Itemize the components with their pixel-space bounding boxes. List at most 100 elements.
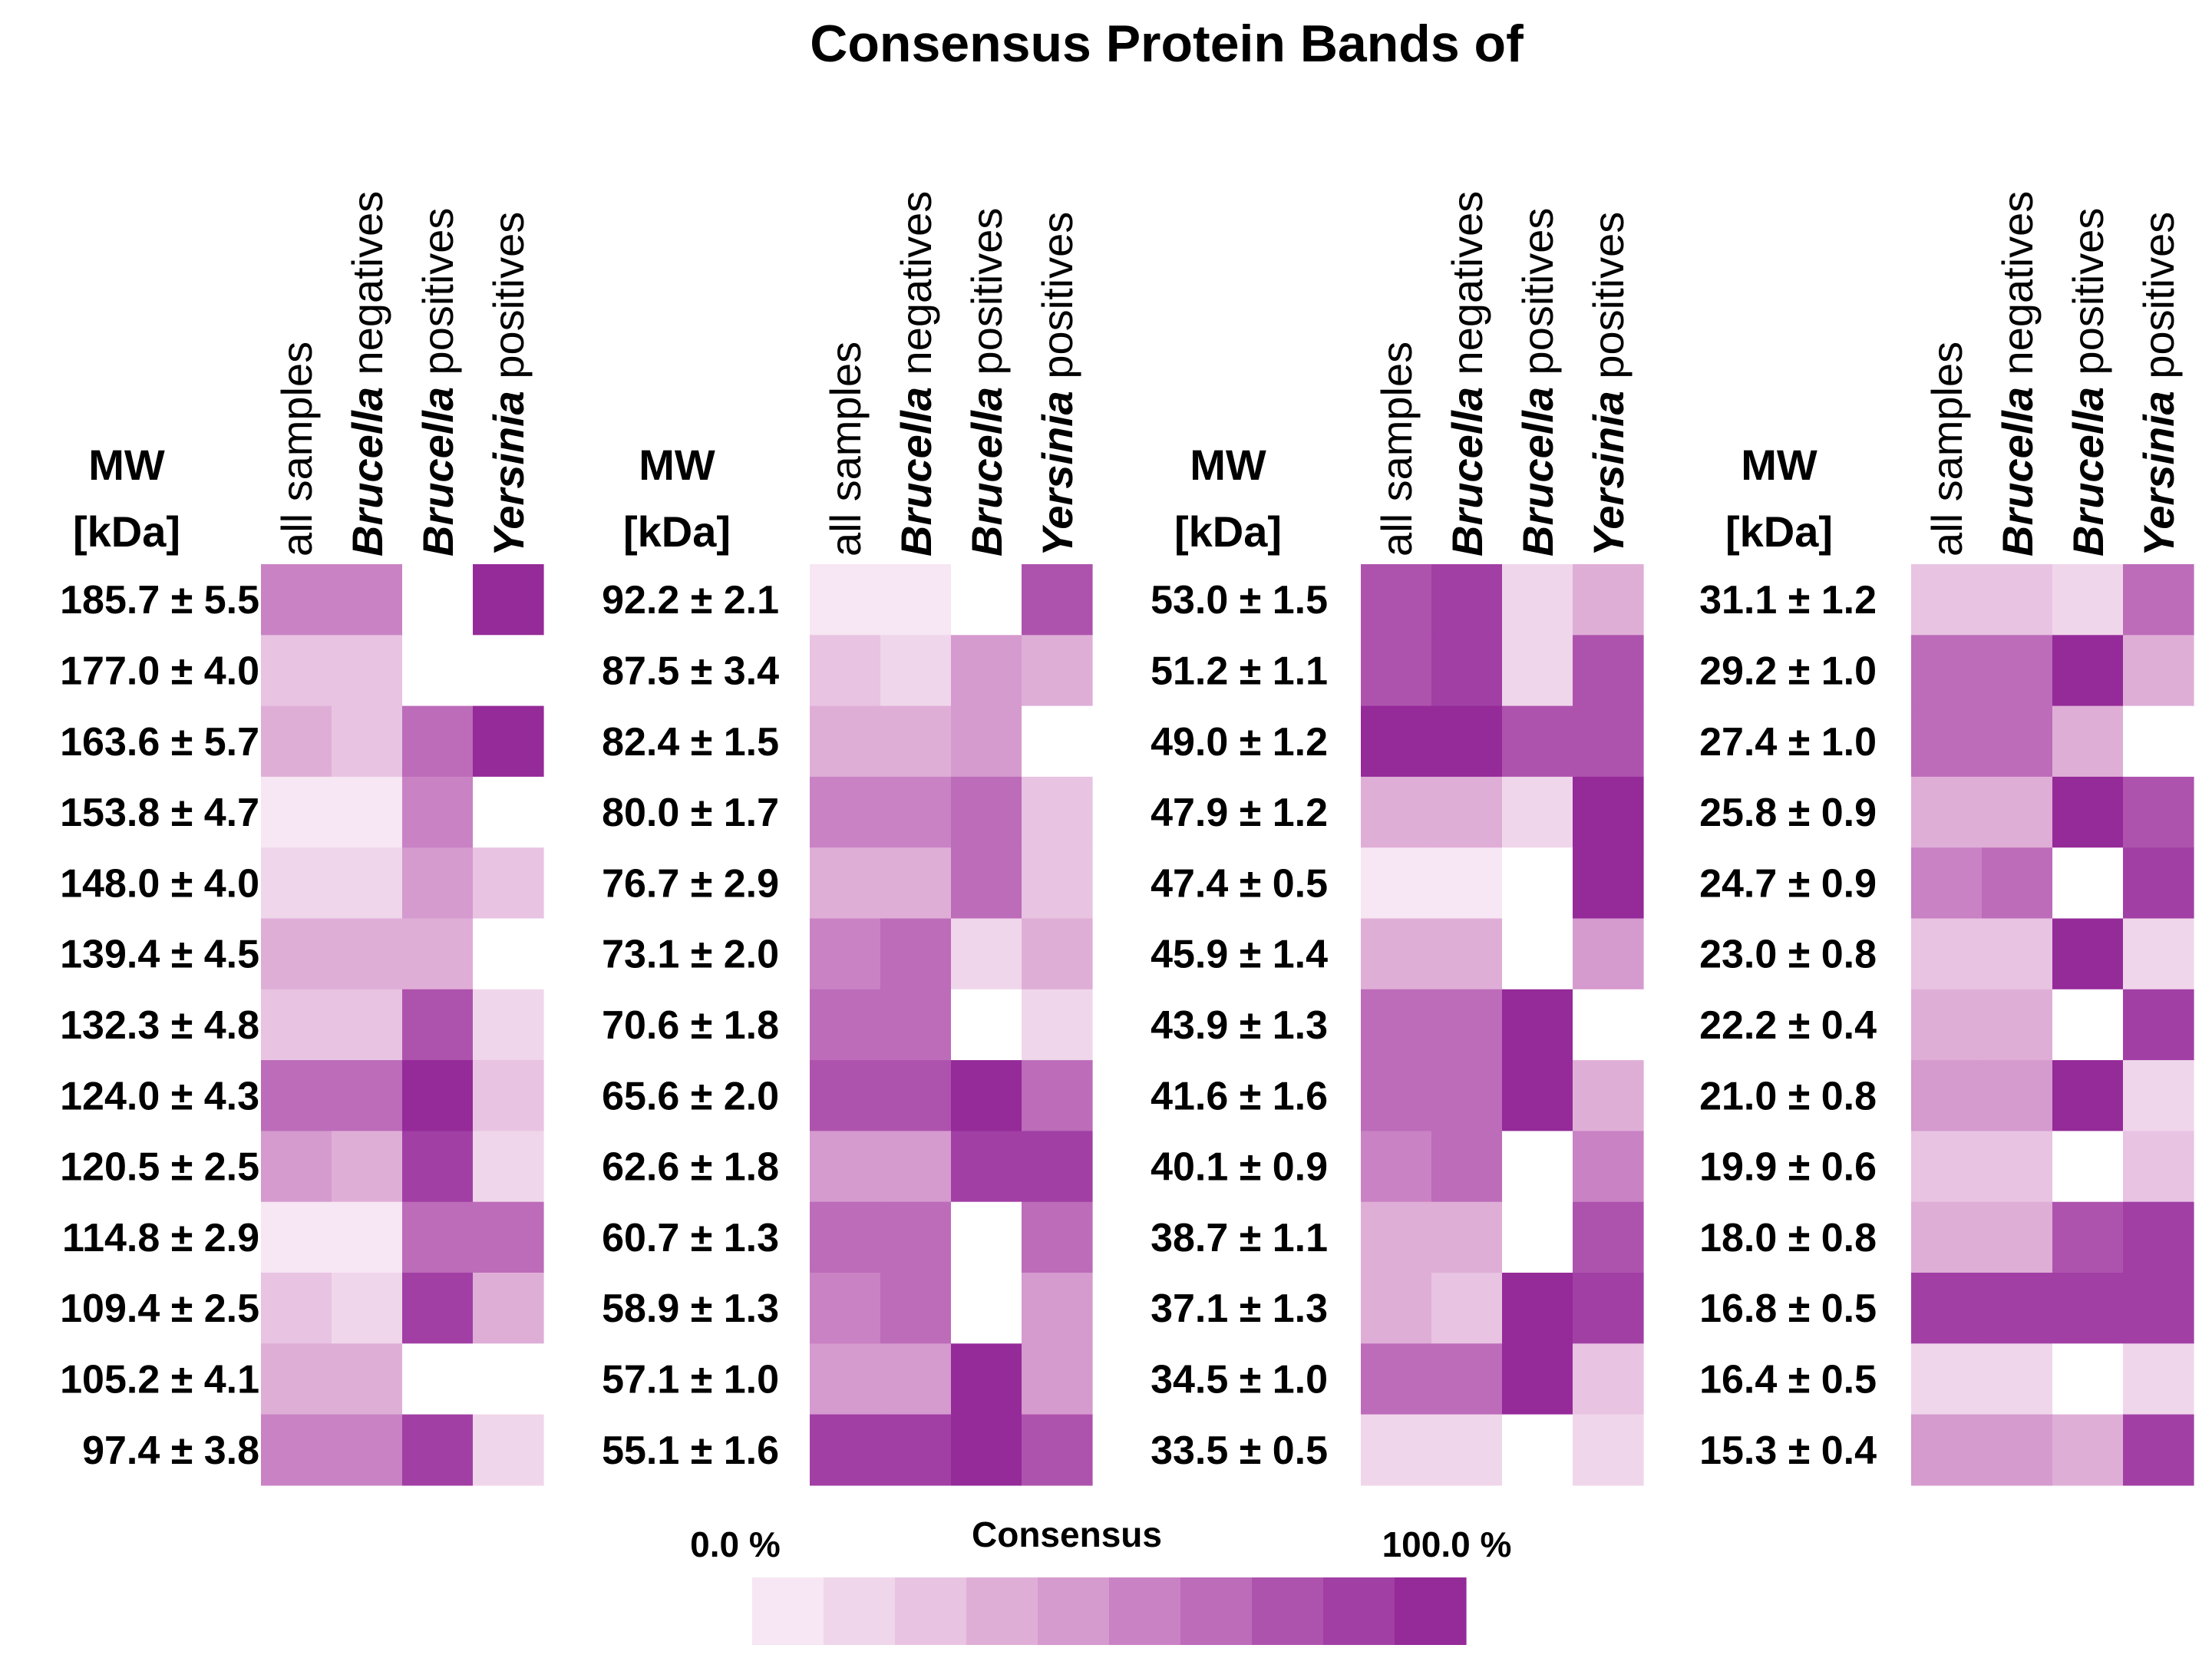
mw-row-label: 18.0 ± 0.8 [1699, 1216, 1877, 1260]
heatmap-cell [1573, 564, 1644, 636]
heatmap-cell [880, 918, 952, 990]
heatmap-cell [810, 705, 881, 778]
heatmap-cell [810, 918, 881, 990]
heatmap-cell [1361, 1201, 1432, 1273]
legend-swatch [752, 1577, 824, 1645]
mw-row-label: 55.1 ± 1.6 [602, 1429, 779, 1473]
heatmap-cell [2052, 705, 2124, 778]
column-label-4: Yersinia positives [1584, 212, 1633, 557]
heatmap-cell [332, 705, 403, 778]
legend-swatch [1109, 1577, 1181, 1645]
mw-header-line2: [kDa] [73, 507, 180, 556]
heatmap-cell [951, 564, 1022, 636]
heatmap-cell [261, 1060, 332, 1131]
legend-swatch [824, 1577, 896, 1645]
mw-row-label: 153.8 ± 4.7 [60, 791, 259, 835]
mw-row-label: 45.9 ± 1.4 [1151, 933, 1328, 977]
heatmap-cell [1911, 989, 1983, 1061]
heatmap-cell [1502, 705, 1573, 778]
mw-row-label: 80.0 ± 1.7 [602, 791, 779, 835]
heatmap-cell [1361, 918, 1432, 990]
mw-row-label: 16.8 ± 0.5 [1699, 1287, 1877, 1331]
heatmap-cell [1982, 635, 2053, 707]
heatmap-cell [2123, 1131, 2194, 1203]
heatmap-cell [332, 564, 403, 636]
heatmap-cell [2123, 635, 2194, 707]
heatmap-cell [2052, 1060, 2124, 1131]
legend-swatch [895, 1577, 967, 1645]
heatmap-cell [2052, 918, 2124, 990]
legend-swatch [1395, 1577, 1467, 1645]
legend-swatch [1323, 1577, 1395, 1645]
mw-row-label: 60.7 ± 1.3 [602, 1216, 779, 1260]
heatmap-cell [810, 989, 881, 1061]
heatmap-cell [1911, 635, 1983, 707]
heatmap-cell [1502, 1273, 1573, 1344]
heatmap-cell [1361, 776, 1432, 848]
heatmap-cell [951, 1414, 1022, 1486]
heatmap-cell [1361, 705, 1432, 778]
heatmap-cell [951, 1273, 1022, 1344]
heatmap-cell [810, 1343, 881, 1415]
heatmap-cell [402, 989, 474, 1061]
mw-row-label: 76.7 ± 2.9 [602, 861, 779, 906]
heatmap-cell [951, 847, 1022, 920]
heatmap-cell [880, 705, 952, 778]
heatmap-cell [880, 1343, 952, 1415]
heatmap-cell [402, 1414, 474, 1486]
column-label-4: Yersinia positives [1033, 212, 1081, 557]
heatmap-cell [1982, 1414, 2053, 1486]
mw-row-label: 37.1 ± 1.3 [1151, 1287, 1328, 1331]
heatmap-cell [332, 918, 403, 990]
mw-row-label: 73.1 ± 2.0 [602, 933, 779, 977]
heatmap-cell [1573, 1414, 1644, 1486]
heatmap-cell [951, 1131, 1022, 1203]
heatmap-cell [880, 1414, 952, 1486]
heatmap-cell [1573, 918, 1644, 990]
heatmap-cell [1502, 635, 1573, 707]
heatmap-cell [473, 847, 544, 920]
heatmap-cell [1502, 989, 1573, 1061]
heatmap-cell [2123, 776, 2194, 848]
heatmap-cell [332, 1201, 403, 1273]
heatmap-cell [1982, 989, 2053, 1061]
heatmap-cell [1573, 1201, 1644, 1273]
mw-row-label: 33.5 ± 0.5 [1151, 1429, 1328, 1473]
chart-title: Consensus Protein Bands of [810, 15, 1524, 73]
heatmap-cell [951, 1343, 1022, 1415]
heatmap-cell [261, 1131, 332, 1203]
heatmap-cell [810, 1414, 881, 1486]
heatmap-cell [1361, 1414, 1432, 1486]
mw-header-line2: [kDa] [1174, 507, 1282, 556]
mw-row-label: 177.0 ± 4.0 [60, 649, 259, 693]
legend-title: Consensus [972, 1514, 1162, 1554]
mw-row-label: 21.0 ± 0.8 [1699, 1074, 1877, 1118]
heatmap-cell [332, 1414, 403, 1486]
legend-min-label: 0.0 % [690, 1524, 781, 1564]
mw-row-label: 27.4 ± 1.0 [1699, 720, 1877, 765]
heatmap-cell [473, 1414, 544, 1486]
heatmap-cell [1361, 635, 1432, 707]
heatmap-cell [1361, 847, 1432, 920]
heatmap-cell [402, 1060, 474, 1131]
heatmap-cell [1022, 847, 1093, 920]
heatmap-cell [1022, 989, 1093, 1061]
heatmap-cell [402, 705, 474, 778]
heatmap-cell [2123, 1060, 2194, 1131]
heatmap-cell [880, 1273, 952, 1344]
heatmap-cell [1573, 1131, 1644, 1203]
legend-swatch [966, 1577, 1038, 1645]
heatmap-cell [880, 635, 952, 707]
heatmap-cell [810, 1060, 881, 1131]
heatmap-cell [951, 776, 1022, 848]
heatmap-cell [1502, 1060, 1573, 1131]
heatmap-cell [332, 635, 403, 707]
heatmap-cell [810, 1131, 881, 1203]
heatmap-cell [402, 847, 474, 920]
column-label-3: Brucella positives [414, 208, 462, 557]
heatmap-cell [1431, 1201, 1503, 1273]
heatmap-cell [880, 564, 952, 636]
column-label-2: Brucella negatives [343, 191, 391, 557]
heatmap-cell [473, 1131, 544, 1203]
heatmap-cell [261, 635, 332, 707]
